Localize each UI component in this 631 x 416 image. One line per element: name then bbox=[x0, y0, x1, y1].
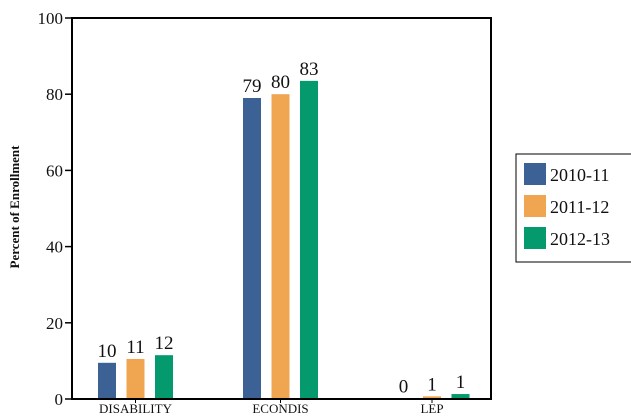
x-tick-label: ECONDIS bbox=[252, 401, 308, 416]
y-axis-label: Percent of Enrollment bbox=[7, 145, 22, 269]
data-label: 79 bbox=[243, 76, 262, 97]
bar bbox=[243, 98, 261, 399]
y-tick-label: 20 bbox=[46, 314, 63, 333]
y-axis-ticks: 0 20 40 60 80 100 bbox=[38, 9, 72, 409]
data-label: 80 bbox=[271, 72, 290, 93]
y-tick-label: 60 bbox=[46, 161, 63, 180]
legend: 2010-11 2011-12 2012-13 bbox=[515, 153, 631, 263]
data-label: 12 bbox=[155, 333, 174, 354]
data-label: 11 bbox=[126, 337, 144, 358]
x-axis-ticks: DISABILITY ECONDIS LEP bbox=[99, 399, 444, 416]
y-tick-label: 100 bbox=[38, 9, 64, 28]
data-label: 0 bbox=[399, 376, 409, 397]
legend-swatch bbox=[524, 227, 546, 249]
y-tick-label: 0 bbox=[55, 390, 64, 409]
bar bbox=[271, 94, 290, 399]
legend-label: 2011-12 bbox=[550, 197, 609, 217]
bars-group bbox=[98, 80, 470, 400]
data-label: 10 bbox=[98, 341, 117, 362]
bar bbox=[98, 362, 116, 399]
plot-frame bbox=[71, 17, 492, 400]
bar bbox=[155, 355, 173, 399]
x-tick-label: DISABILITY bbox=[99, 401, 173, 416]
bar bbox=[423, 396, 441, 399]
bar bbox=[126, 358, 145, 399]
y-tick-label: 40 bbox=[46, 238, 63, 257]
legend-label: 2012-13 bbox=[550, 229, 610, 249]
legend-swatch bbox=[524, 163, 546, 185]
data-label: 83 bbox=[300, 59, 319, 80]
data-label: 1 bbox=[456, 372, 466, 393]
y-tick-label: 80 bbox=[46, 85, 63, 104]
bar bbox=[451, 394, 470, 399]
data-label: 1 bbox=[427, 374, 437, 395]
bar bbox=[300, 80, 318, 400]
legend-label: 2010-11 bbox=[550, 165, 609, 185]
x-tick-label: LEP bbox=[420, 401, 443, 416]
legend-swatch bbox=[524, 195, 546, 217]
